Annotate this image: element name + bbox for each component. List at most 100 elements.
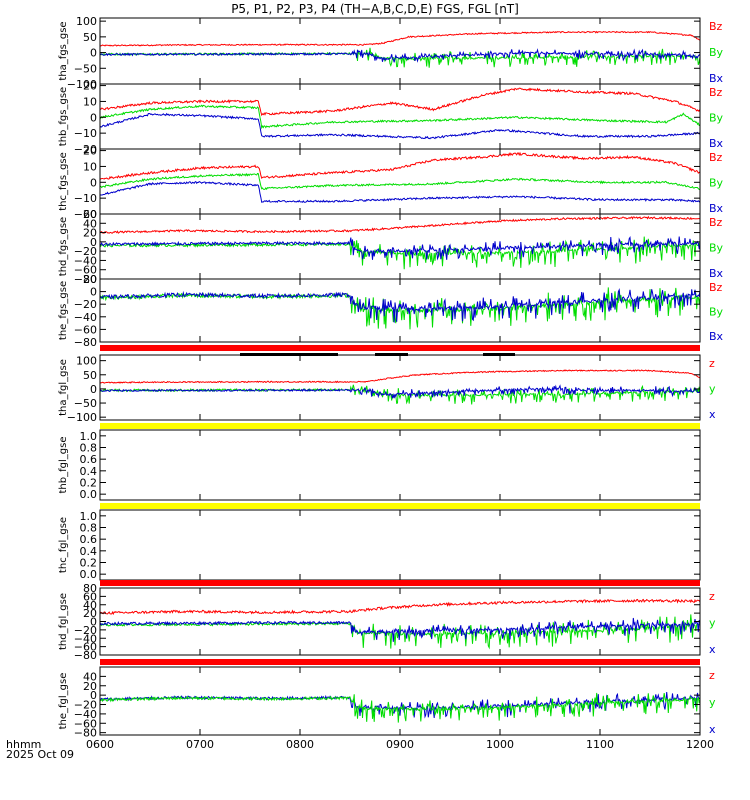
panel-frame	[99, 354, 701, 421]
y-tick-label: −60	[74, 323, 97, 336]
panel-frame	[99, 509, 701, 581]
y-tick-label: 60	[83, 208, 97, 221]
y-tick-label: −20	[74, 298, 97, 311]
y-tick-label: −80	[74, 336, 97, 349]
y-tick-label: −50	[74, 397, 97, 410]
y-axis-label: thc_fgl_gse	[58, 517, 69, 573]
legend-label-Bx: Bx	[709, 202, 724, 215]
y-tick-label: −40	[74, 632, 97, 645]
y-tick-label: −60	[74, 264, 97, 277]
y-tick-label: −20	[74, 143, 97, 156]
y-tick-label: 20	[83, 273, 97, 286]
y-tick-label: −60	[74, 641, 97, 654]
y-tick-label: 0.6	[80, 453, 98, 466]
flag-bar	[100, 580, 700, 586]
series-line-z	[100, 598, 700, 616]
y-tick-label: 0.2	[80, 477, 98, 490]
y-tick-label: 20	[83, 680, 97, 693]
legend-label-By: By	[709, 177, 724, 190]
x-tick-label: 0700	[186, 738, 214, 751]
y-tick-label: 0.0	[80, 568, 98, 581]
y-tick-label: 0	[90, 111, 97, 124]
x-tick-label: 0800	[286, 738, 314, 751]
legend-label-x: x	[709, 643, 716, 656]
panel-frame	[99, 278, 701, 343]
series-line-Bz	[100, 151, 700, 180]
series-line-Bz	[100, 30, 700, 47]
panel-frame	[99, 429, 701, 501]
panel-thb_fgs_gse: 20 10 0 −10 −20 thb_fgs_gse Bz By Bx	[58, 80, 724, 156]
legend-label-By: By	[709, 306, 724, 319]
y-tick-label: 20	[83, 145, 97, 158]
y-tick-label: 10	[83, 95, 97, 108]
legend-label-By: By	[709, 46, 724, 59]
y-tick-label: 0	[90, 236, 97, 249]
y-axis-label: thd_fgl_gse	[58, 593, 69, 650]
y-tick-label: −40	[74, 311, 97, 324]
y-tick-label: −20	[74, 624, 97, 637]
y-tick-label: 20	[83, 80, 97, 93]
y-tick-label: 100	[76, 355, 97, 368]
mode-segment	[483, 353, 515, 356]
flag-bar	[100, 345, 700, 351]
legend-label-Bx: Bx	[709, 137, 724, 150]
y-tick-label: 0.4	[80, 465, 98, 478]
y-tick-label: −80	[74, 273, 97, 286]
y-tick-label: 0	[90, 689, 97, 702]
y-tick-label: −10	[74, 127, 97, 140]
legend-label-z: z	[709, 590, 715, 603]
y-tick-label: 0.6	[80, 533, 98, 546]
y-tick-label: 50	[83, 369, 97, 382]
x-tick-label: 1000	[486, 738, 514, 751]
y-tick-label: 0.8	[80, 442, 98, 455]
series-line-y	[100, 692, 700, 723]
flag-bar	[100, 423, 700, 429]
legend-label-y: y	[709, 617, 716, 630]
y-tick-label: −80	[74, 649, 97, 662]
panel-frame	[99, 17, 701, 85]
legend-label-By: By	[709, 112, 724, 125]
series-line-By	[100, 287, 700, 330]
y-tick-label: 50	[83, 31, 97, 44]
panel-thb_fgl_gse: 1.00.80.60.40.20.0 thb_fgl_gse	[58, 429, 701, 509]
y-tick-label: −20	[74, 245, 97, 258]
y-tick-label: 60	[83, 590, 97, 603]
y-tick-label: −80	[74, 727, 97, 740]
legend-label-By: By	[709, 242, 724, 255]
y-tick-label: −20	[74, 699, 97, 712]
mode-segment	[375, 353, 408, 356]
y-axis-label: the_fgs_gse	[58, 281, 69, 340]
legend-label-x: x	[709, 723, 716, 736]
y-tick-label: 0	[90, 616, 97, 629]
series-line-Bz	[100, 87, 700, 117]
date-label: 2025 Oct 09	[6, 748, 74, 761]
legend-label-Bz: Bz	[709, 20, 723, 33]
legend-label-Bx: Bx	[709, 267, 724, 280]
series-line-By	[100, 236, 700, 270]
legend-label-z: z	[709, 357, 715, 370]
y-axis-label: thc_fgs_gse	[58, 152, 69, 211]
y-axis-label: thb_fgs_gse	[58, 87, 69, 146]
y-tick-label: 0.8	[80, 522, 98, 535]
legend-label-Bx: Bx	[709, 330, 724, 343]
y-tick-label: 40	[83, 670, 97, 683]
series-line-By	[100, 172, 700, 191]
x-axis-label: hhmm	[6, 738, 41, 751]
panel-frame	[99, 587, 701, 656]
series-line-x	[100, 691, 700, 719]
flag-bar	[100, 659, 700, 665]
y-axis-label: tha_fgs_gse	[58, 21, 69, 80]
series-line-Bx	[100, 236, 700, 261]
y-tick-label: 20	[83, 227, 97, 240]
x-tick-label: 1100	[586, 738, 614, 751]
y-tick-label: 0.4	[80, 545, 98, 558]
y-tick-label: 10	[83, 160, 97, 173]
y-tick-label: 20	[83, 607, 97, 620]
